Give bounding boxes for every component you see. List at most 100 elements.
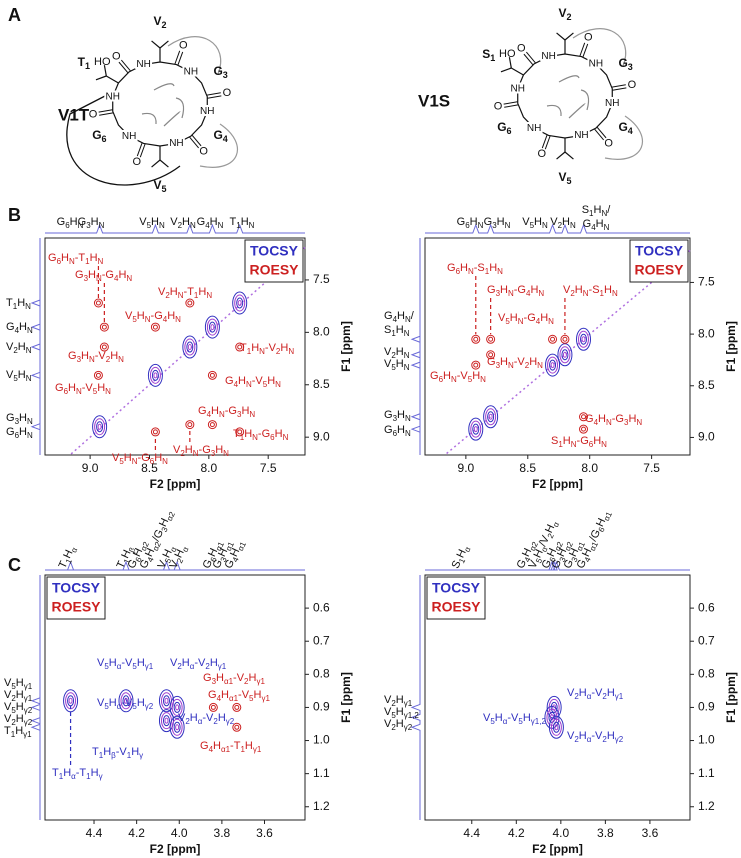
- peak-contour: [487, 411, 495, 423]
- residue-label-part: G: [213, 128, 222, 142]
- peak-annotation-part: H: [529, 356, 537, 368]
- f1-assignment: V5HN: [384, 358, 410, 372]
- f2-assignment-part: 5: [163, 556, 173, 564]
- f2-assignment-part: T: [56, 559, 70, 570]
- peak-annotation-part: 5: [132, 702, 137, 711]
- peak-annotation-part: N: [89, 355, 95, 364]
- peak-annotation: V2HN-S1HN: [563, 284, 618, 298]
- peak-annotation: V5HN-G4HN: [498, 312, 554, 326]
- f2-assignment-part: N: [478, 221, 484, 230]
- peak-annotation-part: 4: [234, 380, 239, 389]
- peak-annotation-part: H: [90, 252, 98, 264]
- peak-annotation-part: α1: [224, 677, 234, 686]
- f1-assignment-part: H: [18, 369, 26, 381]
- peak-contour: [210, 324, 215, 331]
- peak-contour: [147, 363, 163, 387]
- peak-contour: [151, 369, 159, 381]
- peak-contour: [208, 321, 216, 333]
- peak-annotation-part: N: [288, 347, 294, 356]
- f1-assignment-part: H: [397, 310, 405, 322]
- peak-annotation-part: N: [612, 289, 618, 298]
- peak-annotation-part: γ1,2: [531, 717, 547, 726]
- f1-assignment: V2HN: [384, 346, 410, 360]
- f2-assignment-part: 3: [570, 555, 580, 563]
- f1-assignment-part: G: [384, 409, 393, 421]
- peak-annotation-part: N: [132, 457, 138, 466]
- peak-contour: [552, 721, 560, 733]
- f1-assignment-part: H: [396, 324, 404, 336]
- peak-contour: [473, 336, 479, 342]
- x-tick-label: 8.0: [581, 461, 598, 475]
- peak-annotation: V2Hα-V2Hγ2: [567, 730, 624, 744]
- peak-annotation-part: 2: [165, 291, 170, 300]
- peak-contour: [578, 330, 590, 348]
- peak-annotation-part: G: [487, 284, 496, 296]
- peak-contour: [208, 702, 218, 712]
- peak-annotation-part: H: [91, 767, 99, 779]
- carbonyl-bond: [523, 53, 534, 66]
- peak-annotation-part: 6: [439, 375, 444, 384]
- peak-annotation-part: V: [567, 687, 575, 699]
- peak-annotation: V5HN-G4HN: [125, 310, 181, 324]
- y-axis-label: F1 [ppm]: [339, 321, 353, 372]
- peak-annotation-part: 2: [574, 692, 579, 701]
- carbonyl-bond: [206, 92, 221, 96]
- peak-annotation-part: N: [162, 457, 168, 466]
- peak-contour: [93, 370, 103, 380]
- f2-assignment-part: H: [470, 216, 478, 228]
- peak-annotation-part: -V: [95, 350, 107, 362]
- carbonyl-bond: [189, 136, 200, 149]
- peak-annotation-part: N: [548, 317, 554, 326]
- peak-annotation-part: -V: [591, 730, 603, 742]
- peak-contour: [150, 427, 160, 437]
- peak-annotation-part: 1: [85, 257, 90, 266]
- y-tick-label: 1.0: [313, 733, 330, 747]
- peak-annotation-part: -T: [76, 767, 87, 779]
- peak-contour: [158, 709, 174, 733]
- peak-annotation-part: 6: [270, 433, 275, 442]
- peak-annotation-part: 2: [213, 717, 218, 726]
- carbonyl-bond: [594, 128, 605, 141]
- f1-assignment-part: V: [4, 689, 12, 701]
- residue-label-part: V: [558, 170, 566, 184]
- peak-annotation-part: V: [567, 730, 575, 742]
- noe-arrow: [572, 28, 627, 67]
- f1-assignment-part: V: [4, 677, 12, 689]
- peak-annotation-part: 3: [496, 289, 501, 298]
- peak-annotation-part: H: [109, 697, 117, 709]
- peak-annotation-part: 2: [276, 347, 281, 356]
- peak-annotation-part: 1: [485, 267, 490, 276]
- projection-f2: [425, 223, 690, 234]
- legend-entry: ROESY: [431, 599, 481, 615]
- peak-contour: [209, 422, 215, 428]
- f1-assignment-part: V: [384, 694, 392, 706]
- f1-assignment-part: γ1: [24, 682, 33, 691]
- x-axis-label: F2 [ppm]: [532, 477, 583, 491]
- peak-annotation: G3HN-G4HN: [487, 284, 544, 298]
- f1-assignment: G4HN: [6, 321, 33, 335]
- f1-assignment-part: N: [25, 302, 31, 311]
- peak-contour: [92, 415, 108, 439]
- peak-annotation-part: H: [238, 375, 246, 387]
- peak-annotation-part: 2: [574, 735, 579, 744]
- f2-assignment-part: G: [457, 216, 466, 228]
- peak-annotation-part: H: [523, 712, 531, 724]
- peak-annotation: V5Hα-V5Hγ1,2: [483, 712, 546, 726]
- peak-contour: [94, 418, 106, 436]
- peak-contour: [550, 336, 556, 342]
- y-tick-label: 0.7: [313, 633, 330, 647]
- carbonyl-atom: O: [132, 156, 141, 168]
- peak-contour: [548, 715, 564, 739]
- f1-assignment-part: N: [26, 346, 32, 355]
- f2-assignment-part: V: [139, 216, 147, 228]
- peak-annotation-part: 6: [57, 257, 62, 266]
- f2-assignment-part: 6: [134, 555, 144, 563]
- peak-annotation-part: -V: [202, 712, 214, 724]
- panel-letter: A: [8, 5, 21, 25]
- peak-annotation-part: 1: [194, 291, 199, 300]
- f1-assignment: V5Hγ1: [4, 677, 33, 691]
- f1-assignment-part: 3: [393, 414, 398, 423]
- peak-contour: [234, 294, 246, 312]
- peak-annotation-part: N: [497, 267, 503, 276]
- residue-label-part: S: [482, 47, 490, 61]
